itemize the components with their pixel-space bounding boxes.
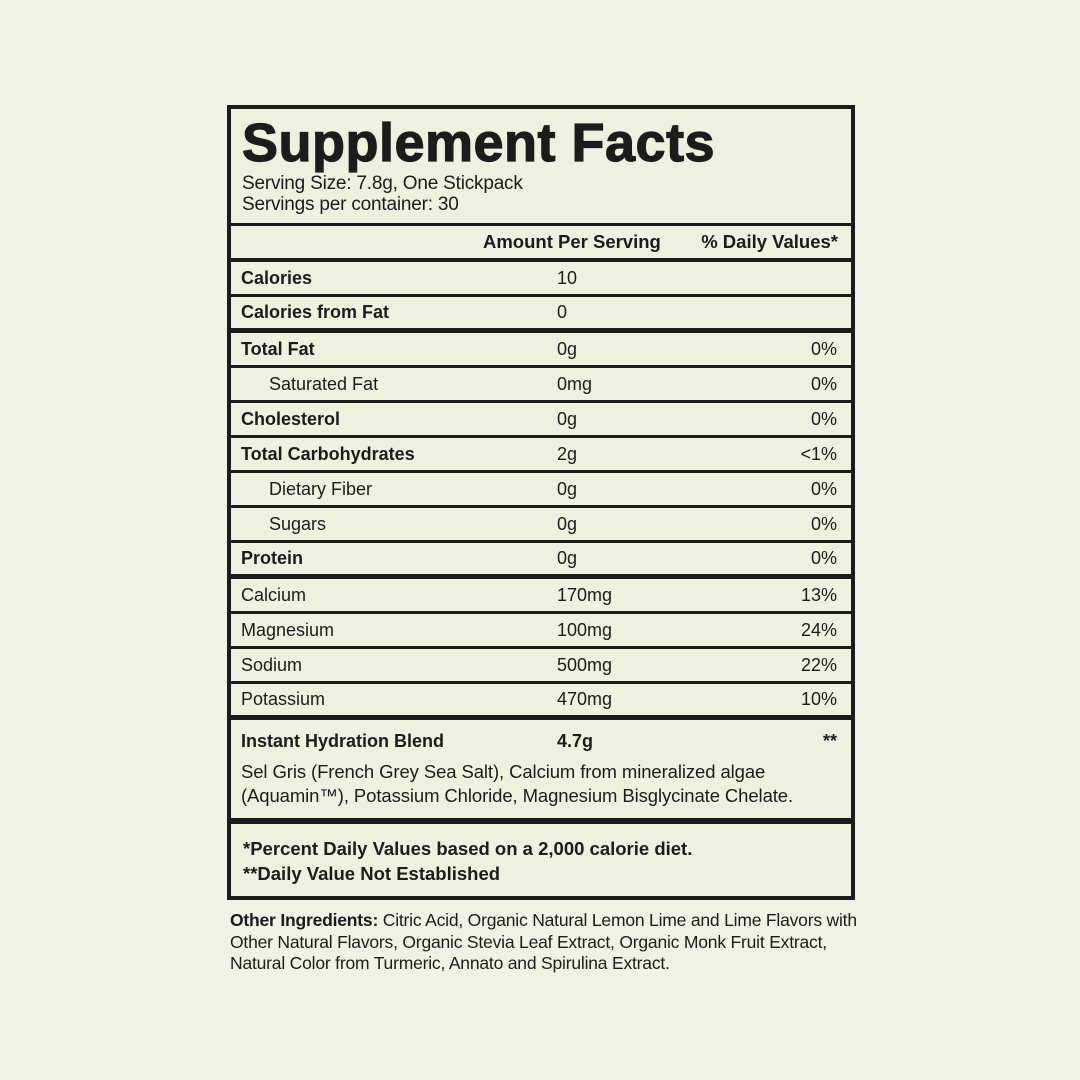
nutrient-amount: 470mg (557, 689, 613, 710)
table-row: Sugars 0g 0% (231, 508, 851, 544)
nutrient-amount: 0g (557, 478, 578, 499)
other-ingredients-label: Other Ingredients: (230, 910, 379, 930)
nutrient-daily-value: 0% (810, 478, 837, 499)
blend-amount: 4.7g (557, 730, 594, 751)
nutrient-label: Sugars (269, 513, 327, 534)
blend-description: Sel Gris (French Grey Sea Salt), Calcium… (241, 761, 794, 807)
nutrient-amount: 0g (557, 513, 578, 534)
nutrient-daily-value: 0% (810, 408, 837, 429)
table-row: Magnesium 100mg 24% (231, 614, 851, 650)
table-row: Potassium 470mg 10% (231, 684, 851, 721)
footnote-not-established: **Daily Value Not Established (243, 863, 501, 885)
table-row: Saturated Fat 0mg 0% (231, 368, 851, 404)
nutrient-label: Magnesium (241, 619, 335, 640)
blend-row: Instant Hydration Blend 4.7g ** (231, 720, 851, 756)
nutrient-daily-value: 0% (810, 513, 837, 534)
table-row: Total Carbohydrates 2g <1% (231, 438, 851, 474)
servings-per-container: Servings per container: 30 (242, 194, 459, 216)
nutrient-daily-value: 24% (800, 619, 837, 640)
supplement-facts-panel: Supplement Facts Serving Size: 7.8g, One… (227, 105, 855, 900)
nutrient-amount: 170mg (557, 584, 613, 605)
nutrient-label: Saturated Fat (269, 373, 379, 394)
nutrient-rows: Calories 10 Calories from Fat 0 Total Fat 0g 0… (231, 262, 851, 721)
blend-daily-value: ** (822, 730, 837, 751)
table-row: Protein 0g 0% (231, 543, 851, 580)
nutrient-amount: 0mg (557, 373, 593, 394)
column-header-amount: Amount Per Serving (483, 231, 661, 253)
nutrient-label: Sodium (241, 654, 303, 675)
blend-label: Instant Hydration Blend (241, 730, 445, 751)
table-header-row: Amount Per Serving % Daily Values* (231, 226, 851, 263)
nutrient-label: Total Carbohydrates (241, 443, 415, 464)
nutrient-amount: 10 (557, 267, 578, 288)
nutrient-label: Dietary Fiber (269, 478, 373, 499)
footnotes-section: *Percent Daily Values based on a 2,000 c… (231, 818, 851, 896)
nutrient-label: Calories from Fat (241, 302, 390, 323)
nutrient-daily-value: 13% (800, 584, 837, 605)
nutrient-daily-value: <1% (800, 443, 837, 464)
nutrient-amount: 0g (557, 338, 578, 359)
nutrient-amount: 2g (557, 443, 578, 464)
nutrient-daily-value: 0% (810, 548, 837, 569)
nutrient-amount: 500mg (557, 654, 613, 675)
nutrient-amount: 100mg (557, 619, 613, 640)
nutrient-label: Total Fat (241, 338, 315, 359)
table-row: Cholesterol 0g 0% (231, 403, 851, 439)
nutrient-label: Potassium (241, 689, 326, 710)
nutrient-amount: 0 (557, 302, 568, 323)
nutrient-amount: 0g (557, 408, 578, 429)
table-row: Total Fat 0g 0% (231, 333, 851, 369)
nutrient-daily-value: 0% (810, 373, 837, 394)
nutrient-label: Calories (241, 267, 313, 288)
nutrient-label: Cholesterol (241, 408, 341, 429)
table-row: Calories from Fat 0 (231, 297, 851, 334)
nutrient-amount: 0g (557, 548, 578, 569)
table-row: Sodium 500mg 22% (231, 649, 851, 685)
nutrient-label: Protein (241, 548, 304, 569)
serving-size: Serving Size: 7.8g, One Stickpack (242, 173, 523, 195)
nutrient-daily-value: 22% (800, 654, 837, 675)
footnote-daily-values: *Percent Daily Values based on a 2,000 c… (243, 838, 693, 860)
nutrient-label: Calcium (241, 584, 307, 605)
nutrient-daily-value: 10% (800, 689, 837, 710)
page-title: Supplement Facts (241, 112, 716, 173)
table-row: Calories 10 (231, 262, 851, 298)
other-ingredients-text: Citric Acid, Organic Natural Lemon Lime … (230, 910, 857, 973)
table-row: Calcium 170mg 13% (231, 579, 851, 615)
title-section: Supplement Facts Serving Size: 7.8g, One… (231, 109, 851, 227)
nutrient-daily-value: 0% (810, 338, 837, 359)
table-row: Dietary Fiber 0g 0% (231, 473, 851, 509)
other-ingredients: Other Ingredients: Citric Acid, Organic … (230, 910, 858, 975)
column-header-daily-values: % Daily Values* (701, 231, 838, 253)
